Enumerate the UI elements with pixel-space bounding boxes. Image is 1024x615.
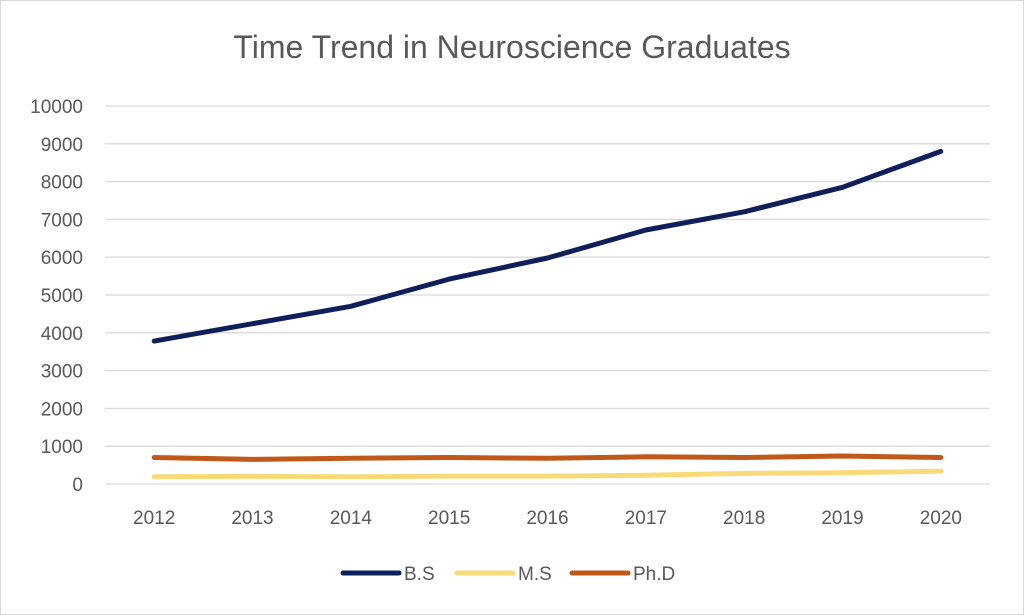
y-tick-label: 7000 [41, 210, 83, 231]
y-tick-label: 0 [72, 475, 83, 496]
x-tick-label: 2012 [133, 508, 175, 529]
x-tick-label: 2017 [625, 508, 667, 529]
legend-label: Ph.D [633, 564, 675, 585]
y-tick-label: 8000 [41, 173, 83, 194]
legend-label: B.S [404, 564, 435, 585]
series-line-ms [151, 468, 944, 480]
x-axis-ticks: 2012 2013 2014 2015 2016 2017 2018 2019 2020 [133, 508, 962, 529]
y-tick-label: 1000 [41, 437, 83, 458]
y-axis-ticks: 0 1000 2000 3000 4000 5000 6000 7000 8000 9000 100… [30, 97, 83, 496]
legend: B.S M.S Ph.D [340, 564, 675, 585]
y-tick-label: 3000 [41, 362, 83, 383]
y-tick-label: 2000 [41, 399, 83, 420]
y-tick-label: 9000 [41, 135, 83, 156]
x-tick-label: 2014 [330, 508, 373, 529]
legend-label: M.S [518, 564, 552, 585]
x-tick-label: 2020 [920, 508, 962, 529]
y-tick-label: 10000 [30, 97, 83, 118]
x-tick-label: 2015 [428, 508, 470, 529]
x-tick-label: 2019 [821, 508, 863, 529]
x-tick-label: 2013 [231, 508, 273, 529]
x-tick-label: 2018 [723, 508, 765, 529]
gridlines [105, 105, 990, 485]
series-line-bs [151, 148, 944, 344]
chart-title: Time Trend in Neuroscience Graduates [233, 29, 790, 65]
y-tick-label: 5000 [41, 286, 83, 307]
x-tick-label: 2016 [526, 508, 568, 529]
y-tick-label: 6000 [41, 248, 83, 269]
series-line-phd [151, 453, 944, 462]
series-lines [151, 148, 944, 480]
y-tick-label: 4000 [41, 324, 83, 345]
